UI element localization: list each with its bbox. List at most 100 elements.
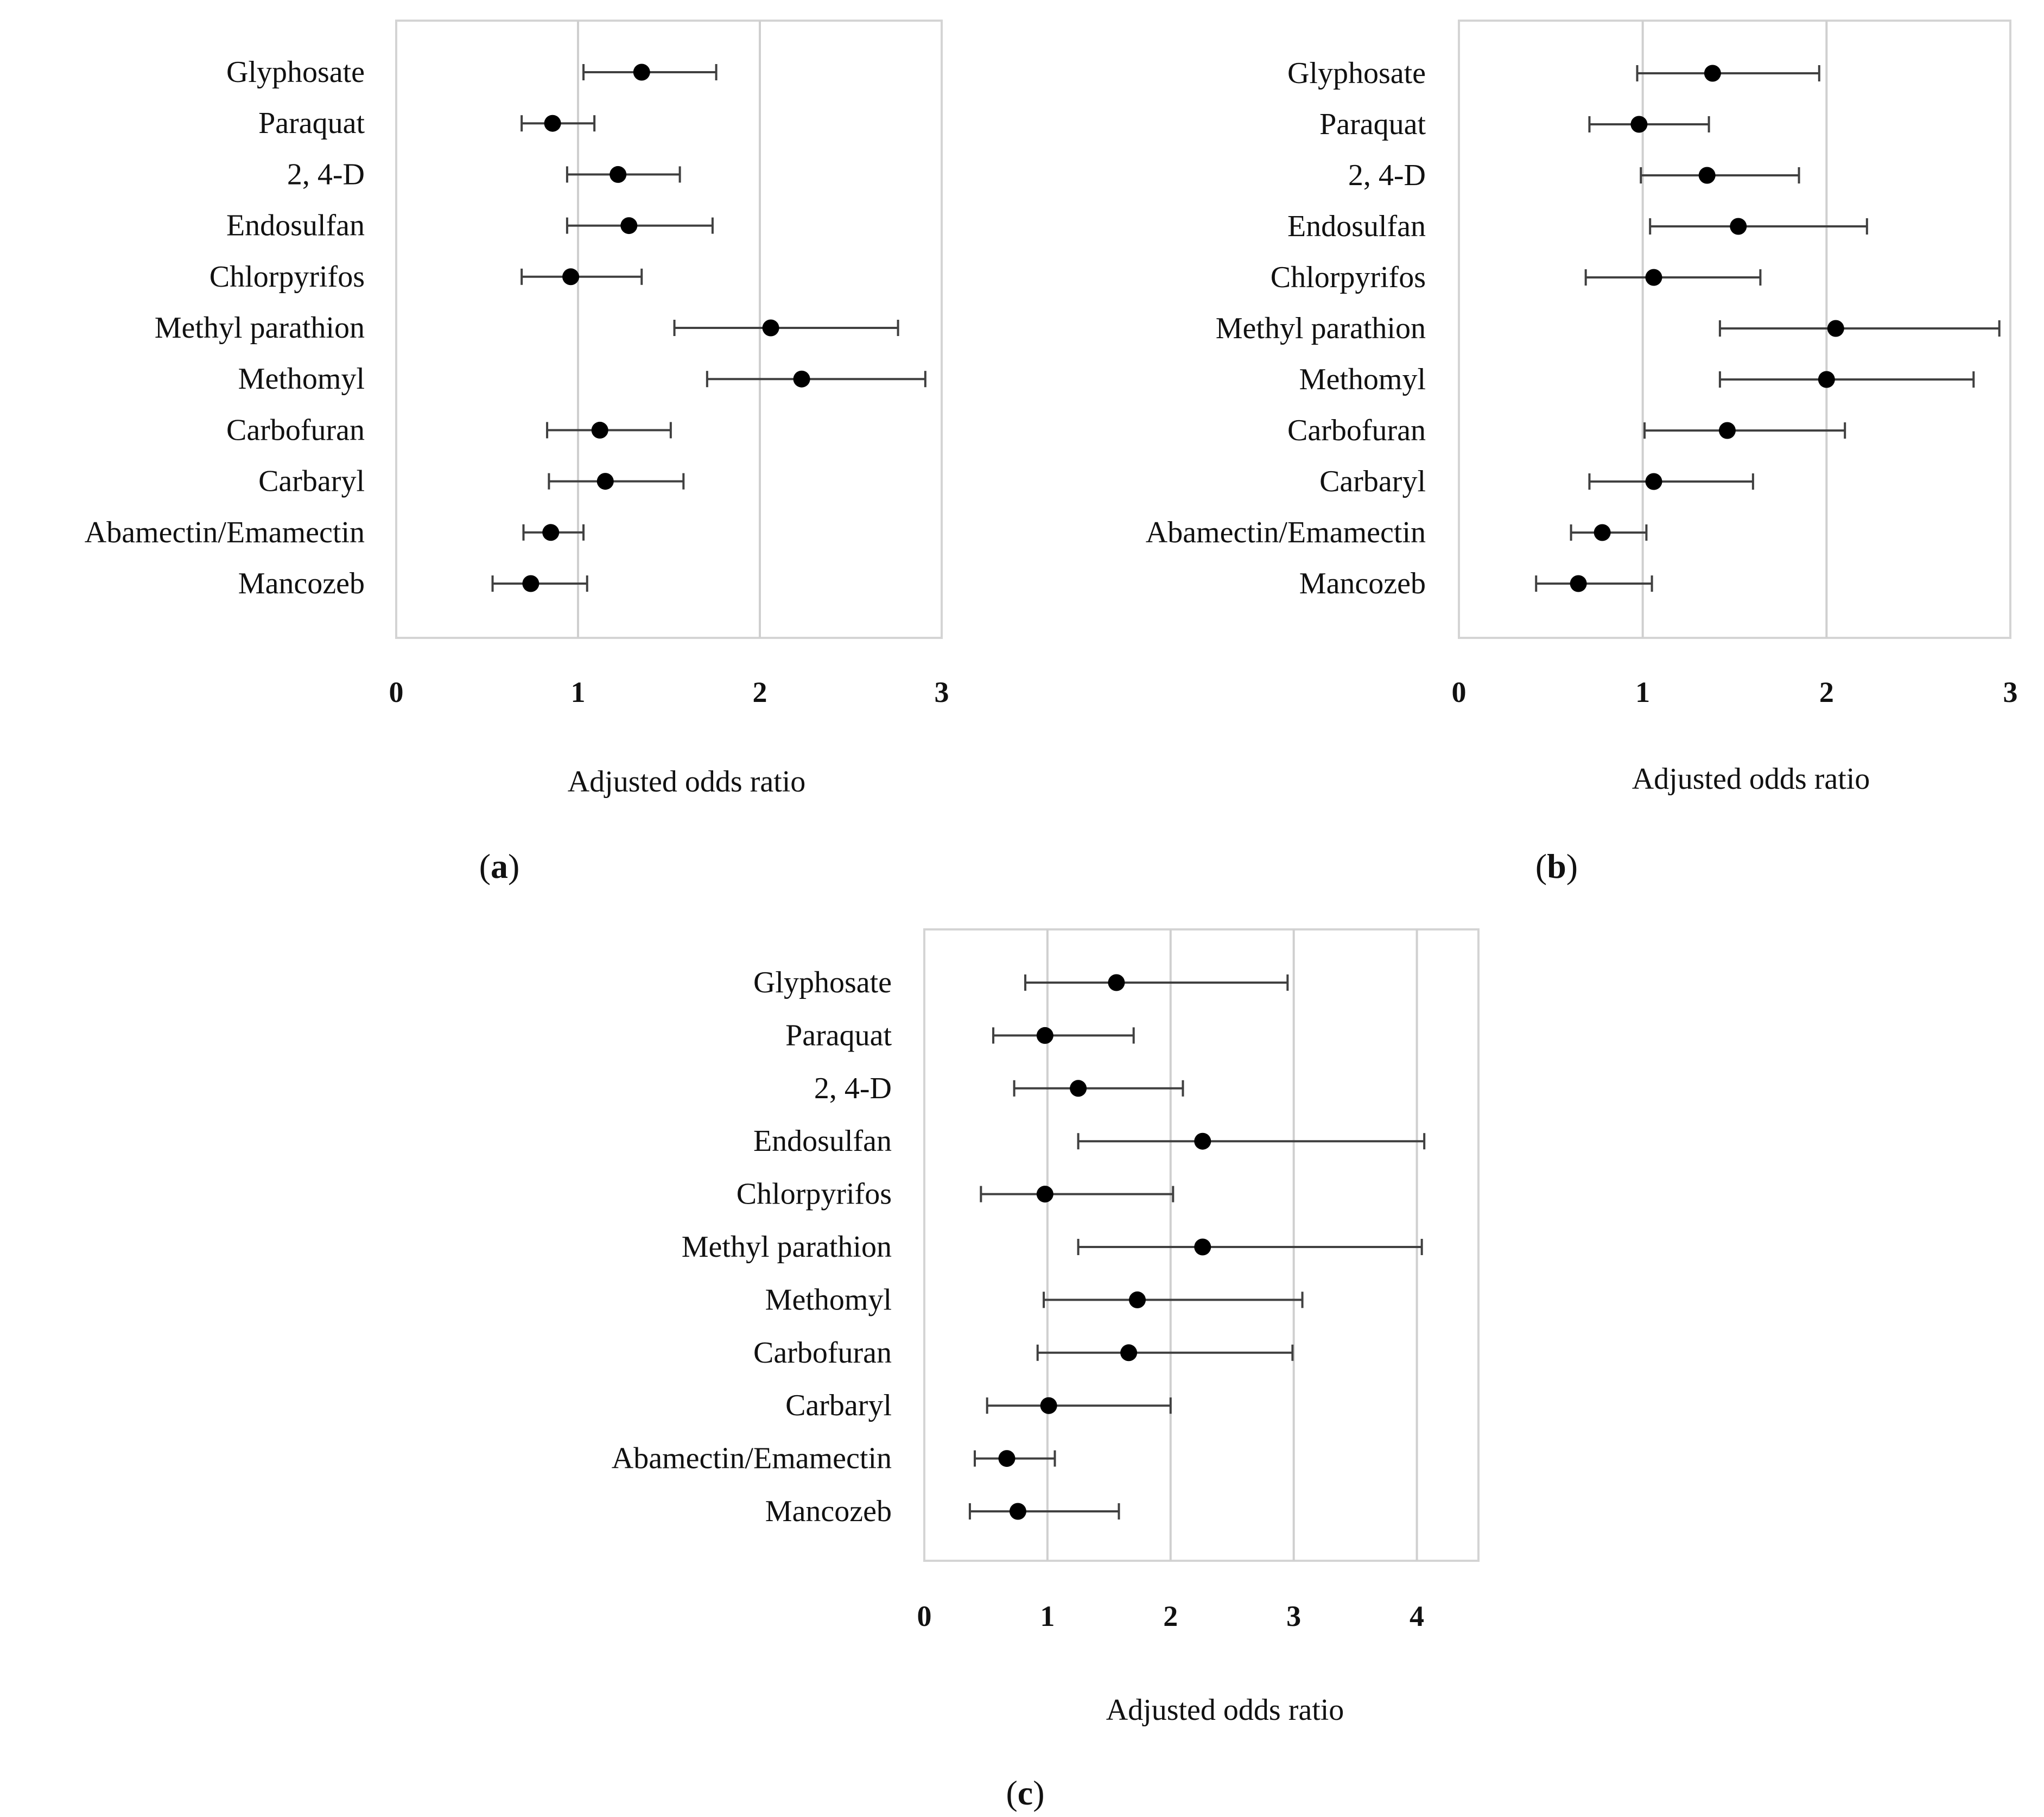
point-estimate: [1818, 371, 1835, 388]
category-label: 2, 4-D: [814, 1072, 892, 1105]
point-estimate: [591, 421, 608, 439]
row-methyl-parathion: Methyl parathion: [155, 311, 899, 345]
category-label: Glyphosate: [1287, 56, 1426, 90]
point-estimate: [1120, 1344, 1138, 1362]
category-label: Mancozeb: [765, 1495, 892, 1528]
point-estimate: [596, 473, 614, 490]
x-tick-label: 1: [1040, 1600, 1055, 1632]
row-endosulfan: Endosulfan: [1287, 210, 1868, 243]
row-methomyl: Methomyl: [238, 362, 926, 396]
panel-a: Glyphosate Paraquat 2, 4-D Endosulfan Chlorp…: [85, 20, 949, 885]
x-axis-title: Adjusted odds ratio: [1632, 762, 1870, 796]
row-2-4-d: 2, 4-D: [814, 1072, 1184, 1105]
category-label: Endosulfan: [226, 209, 365, 243]
category-label: Methomyl: [765, 1283, 892, 1316]
point-estimate: [1070, 1080, 1087, 1097]
row-endosulfan: Endosulfan: [753, 1124, 1426, 1158]
x-tick-label: 3: [935, 676, 949, 708]
point-estimate: [1036, 1027, 1053, 1044]
category-label: Methyl parathion: [155, 311, 365, 345]
row-methyl-parathion: Methyl parathion: [1216, 312, 2001, 345]
category-label: Carbofuran: [226, 413, 365, 447]
row-mancozeb: Mancozeb: [1299, 567, 1653, 600]
row-carbaryl: Carbaryl: [785, 1389, 1172, 1422]
x-tick-label: 0: [389, 676, 404, 708]
x-tick-label: 0: [1452, 676, 1467, 708]
row-mancozeb: Mancozeb: [238, 567, 588, 600]
category-label: Methyl parathion: [1216, 312, 1426, 345]
point-estimate: [1108, 974, 1125, 991]
category-label: Mancozeb: [1299, 567, 1426, 600]
point-estimate: [1594, 524, 1611, 541]
row-paraquat: Paraquat: [785, 1018, 1135, 1052]
plot-area-border: [395, 20, 943, 639]
point-estimate: [610, 166, 627, 183]
point-estimate: [1194, 1132, 1211, 1150]
row-carbofuran: Carbofuran: [226, 413, 672, 447]
point-estimate: [1129, 1291, 1146, 1308]
category-label: Mancozeb: [238, 567, 365, 600]
category-label: Methomyl: [1299, 363, 1426, 396]
x-tick-label: 1: [1635, 676, 1650, 708]
row-chlorpyrifos: Chlorpyrifos: [737, 1177, 1175, 1211]
category-label: Chlorpyrifos: [737, 1177, 892, 1211]
panel-label: (a): [479, 847, 520, 885]
point-estimate: [1827, 320, 1844, 337]
category-label: Carbofuran: [1287, 414, 1426, 447]
row-carbofuran: Carbofuran: [1287, 414, 1846, 447]
x-tick-label: 1: [571, 676, 586, 708]
category-label: Chlorpyrifos: [210, 260, 365, 294]
point-estimate: [1730, 218, 1747, 235]
category-label: 2, 4-D: [287, 157, 365, 191]
category-label: Carbofuran: [753, 1336, 892, 1370]
row-carbaryl: Carbaryl: [258, 465, 685, 498]
row-abamectin-emamectin: Abamectin/Emamectin: [612, 1442, 1056, 1476]
plot-area-border: [1458, 20, 2011, 639]
x-tick-label: 2: [1163, 1600, 1178, 1632]
row-chlorpyrifos: Chlorpyrifos: [210, 260, 643, 294]
x-axis-title: Adjusted odds ratio: [1106, 1693, 1344, 1727]
point-estimate: [620, 217, 638, 235]
x-tick-label: 3: [2003, 676, 2018, 708]
point-estimate: [542, 524, 560, 541]
row-carbofuran: Carbofuran: [753, 1336, 1294, 1370]
row-abamectin-emamectin: Abamectin/Emamectin: [1146, 516, 1648, 549]
point-estimate: [1645, 473, 1662, 490]
row-mancozeb: Mancozeb: [765, 1495, 1120, 1528]
panel-label: (c): [1006, 1774, 1044, 1812]
point-estimate: [762, 319, 779, 337]
panel-label: (b): [1535, 847, 1578, 885]
point-estimate: [544, 115, 561, 132]
point-estimate: [1704, 65, 1721, 82]
point-estimate: [1698, 167, 1716, 184]
category-label: 2, 4-D: [1348, 159, 1426, 192]
point-estimate: [1718, 422, 1736, 439]
category-label: Methyl parathion: [682, 1230, 892, 1264]
panel-c: Glyphosate Paraquat 2, 4-D Endosulfan Chlorp…: [612, 928, 1480, 1812]
point-estimate: [1570, 575, 1587, 592]
point-estimate: [633, 64, 650, 81]
category-label: Carbaryl: [1319, 465, 1426, 498]
row-glyphosate: Glyphosate: [226, 55, 718, 89]
x-tick-label: 3: [1286, 1600, 1301, 1632]
x-axis-title: Adjusted odds ratio: [568, 765, 806, 799]
x-tick-label: 2: [1819, 676, 1834, 708]
point-estimate: [998, 1450, 1015, 1467]
point-estimate: [793, 370, 810, 388]
point-estimate: [1036, 1186, 1053, 1203]
category-label: Abamectin/Emamectin: [1146, 516, 1426, 549]
row-chlorpyrifos: Chlorpyrifos: [1271, 261, 1762, 294]
row-methomyl: Methomyl: [765, 1283, 1304, 1316]
point-estimate: [1194, 1238, 1211, 1256]
row-carbaryl: Carbaryl: [1319, 465, 1754, 498]
row-glyphosate: Glyphosate: [753, 966, 1289, 999]
point-estimate: [1645, 269, 1662, 286]
row-abamectin-emamectin: Abamectin/Emamectin: [85, 516, 585, 549]
category-label: Paraquat: [1319, 107, 1426, 141]
category-label: Glyphosate: [753, 966, 892, 999]
plot-area-border: [923, 928, 1480, 1562]
category-label: Carbaryl: [785, 1389, 892, 1422]
category-label: Chlorpyrifos: [1271, 261, 1426, 294]
